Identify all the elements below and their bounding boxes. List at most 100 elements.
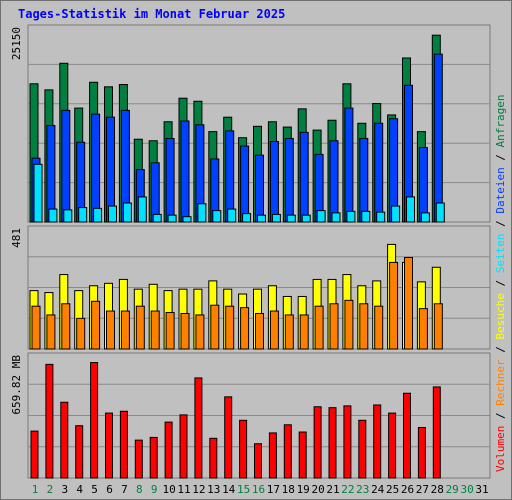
bar-seiten-day-10	[167, 214, 177, 223]
bar-rechner-day-20	[314, 305, 324, 350]
bar-seiten-day-25	[391, 205, 401, 223]
bar-volumen-day-24	[373, 404, 382, 479]
bar-rechner-day-2	[46, 314, 56, 350]
bar-rechner-day-4	[76, 317, 86, 350]
day-label: 6	[106, 483, 113, 496]
bar-seiten-day-28	[435, 202, 445, 223]
day-label: 14	[222, 483, 236, 496]
bar-dateien-day-19	[299, 131, 309, 223]
bar-dateien-day-23	[359, 137, 369, 223]
bar-seiten-day-17	[271, 213, 281, 223]
panel-hits-ymax-label: 25150	[10, 27, 23, 60]
bar-volumen-day-26	[403, 392, 411, 479]
bar-seiten-day-19	[301, 214, 311, 223]
day-label: 4	[76, 483, 83, 496]
day-label: 2	[47, 483, 54, 496]
bar-rechner-day-25	[389, 261, 399, 350]
bar-rechner-day-14	[225, 305, 235, 350]
bar-volumen-day-11	[179, 414, 188, 479]
bar-volumen-day-21	[328, 407, 337, 479]
bar-seiten-day-8	[137, 196, 147, 223]
day-label: 7	[121, 483, 128, 496]
legend-separator: /	[494, 406, 507, 426]
day-label: 15	[237, 483, 250, 496]
bar-rechner-day-7	[120, 310, 130, 350]
legend-item-dateien: Dateien	[494, 167, 507, 213]
bar-dateien-day-11	[180, 120, 190, 223]
bar-volumen-day-27	[417, 427, 426, 479]
day-label: 12	[192, 483, 205, 496]
bar-rechner-day-16	[255, 312, 264, 350]
bar-rechner-day-15	[240, 307, 250, 350]
bar-dateien-day-24	[374, 122, 384, 223]
bar-seiten-day-13	[212, 210, 222, 223]
day-label: 29	[446, 483, 459, 496]
panel-visits-ymax-label: 481	[10, 228, 23, 248]
bar-rechner-day-22	[344, 299, 354, 350]
bar-rechner-day-23	[359, 303, 369, 350]
bar-dateien-day-10	[165, 137, 175, 223]
bar-rechner-day-21	[329, 303, 339, 350]
bar-volumen-day-1	[30, 430, 39, 479]
bar-volumen-day-4	[75, 425, 84, 479]
day-label: 8	[136, 483, 143, 496]
bar-volumen-day-23	[358, 419, 367, 479]
day-label: 22	[341, 483, 354, 496]
legend-separator: /	[494, 214, 507, 234]
bar-rechner-day-28	[433, 303, 443, 350]
chart-title: Tages-Statistik im Monat Februar 2025	[18, 7, 286, 21]
day-label: 19	[297, 483, 310, 496]
bar-seiten-day-4	[78, 207, 88, 223]
bar-rechner-day-12	[195, 314, 205, 350]
legend-item-besuche: Besuche	[494, 293, 507, 339]
bar-volumen-day-6	[105, 412, 113, 479]
bar-volumen-day-12	[194, 377, 203, 479]
bar-dateien-day-27	[418, 147, 428, 223]
bar-seiten-day-20	[316, 210, 326, 223]
bar-dateien-day-18	[284, 137, 294, 223]
day-label: 5	[91, 483, 98, 496]
bar-rechner-day-13	[210, 304, 220, 350]
day-label: 9	[151, 483, 158, 496]
legend: Volumen / Rechner / Besuche / Seiten / D…	[494, 94, 507, 472]
bar-dateien-day-17	[269, 140, 279, 223]
bar-volumen-day-16	[254, 443, 262, 479]
legend-item-anfragen: Anfragen	[494, 94, 507, 147]
day-label: 30	[460, 483, 473, 496]
legend-separator: /	[494, 147, 507, 167]
bar-dateien-day-22	[344, 107, 354, 223]
legend-item-rechner: Rechner	[494, 359, 507, 406]
bar-rechner-day-24	[374, 305, 384, 350]
legend-item-seiten: Seiten	[494, 234, 507, 274]
bar-dateien-day-21	[329, 140, 339, 223]
bar-dateien-day-14	[225, 130, 235, 223]
legend-separator: /	[494, 273, 507, 293]
bar-seiten-day-12	[197, 203, 207, 223]
bar-seiten-day-14	[227, 208, 237, 223]
day-label: 18	[282, 483, 295, 496]
day-label: 11	[177, 483, 190, 496]
day-label: 16	[252, 483, 265, 496]
bar-seiten-day-26	[406, 196, 415, 223]
bar-seiten-day-23	[361, 210, 371, 223]
bar-volumen-day-14	[224, 396, 233, 479]
bar-seiten-day-5	[93, 207, 103, 223]
day-label: 23	[356, 483, 369, 496]
bar-dateien-day-3	[61, 109, 71, 223]
day-label: 24	[371, 483, 385, 496]
legend-item-volumen: Volumen	[494, 426, 507, 472]
bar-seiten-day-11	[182, 216, 192, 223]
bar-rechner-day-27	[418, 308, 428, 350]
bar-rechner-day-6	[106, 310, 115, 350]
bar-seiten-day-6	[108, 205, 117, 223]
day-label: 10	[162, 483, 175, 496]
day-label: 21	[326, 483, 339, 496]
bar-dateien-day-16	[255, 154, 264, 223]
day-label: 13	[207, 483, 220, 496]
bar-seiten-day-21	[331, 212, 341, 223]
day-label: 20	[311, 483, 324, 496]
bar-rechner-day-8	[135, 305, 145, 350]
bar-volumen-day-7	[119, 410, 128, 479]
day-label: 27	[416, 483, 429, 496]
bar-dateien-day-5	[91, 113, 101, 223]
